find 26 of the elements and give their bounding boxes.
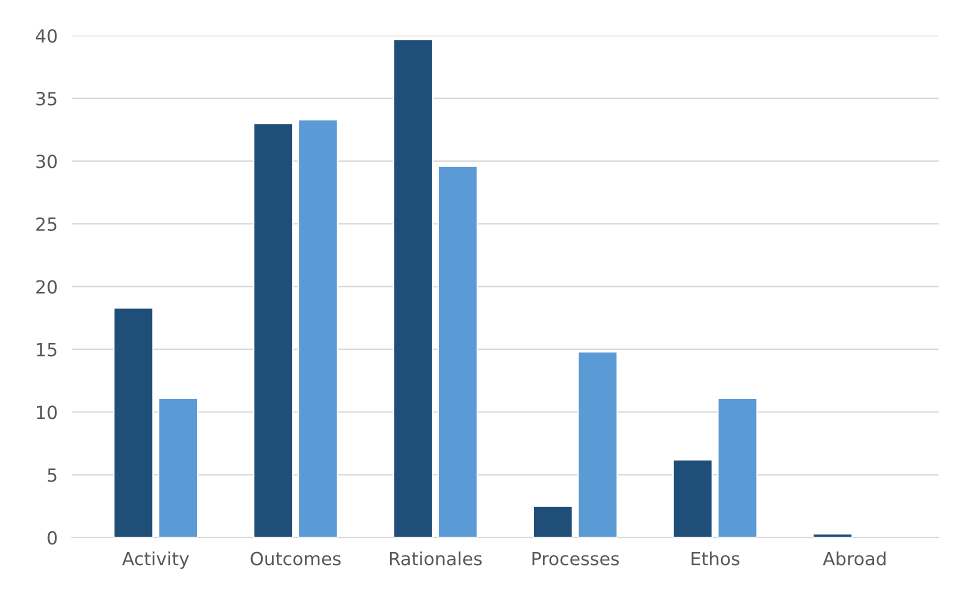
y-tick-label: 10 [36,406,57,420]
bar [113,307,154,538]
y-tick-label: 35 [36,92,56,106]
bar [717,398,758,538]
x-tick-label: Abroad [822,551,886,566]
y-tick-label: 25 [36,217,56,231]
bar [577,351,618,538]
y-tick-label: 15 [36,343,56,356]
bar [672,459,713,538]
bar [392,38,434,538]
bar [298,119,338,538]
y-tick-label: 0 [48,531,57,545]
y-tick-label: 5 [48,468,56,482]
x-tick-label: Rationales [390,551,482,566]
x-tick-label: Ethos [692,551,740,566]
y-tick-label: 40 [36,29,57,43]
bar [532,506,574,538]
x-tick-label: Outcomes [250,552,341,566]
x-tick-label: Processes [532,552,619,566]
y-tick-label: 30 [36,154,57,168]
x-tick-label: Activity [122,551,189,569]
y-tick-label: 20 [36,280,57,294]
bar [252,122,294,538]
bar [158,398,198,538]
bar [438,165,478,538]
bar [812,533,853,538]
